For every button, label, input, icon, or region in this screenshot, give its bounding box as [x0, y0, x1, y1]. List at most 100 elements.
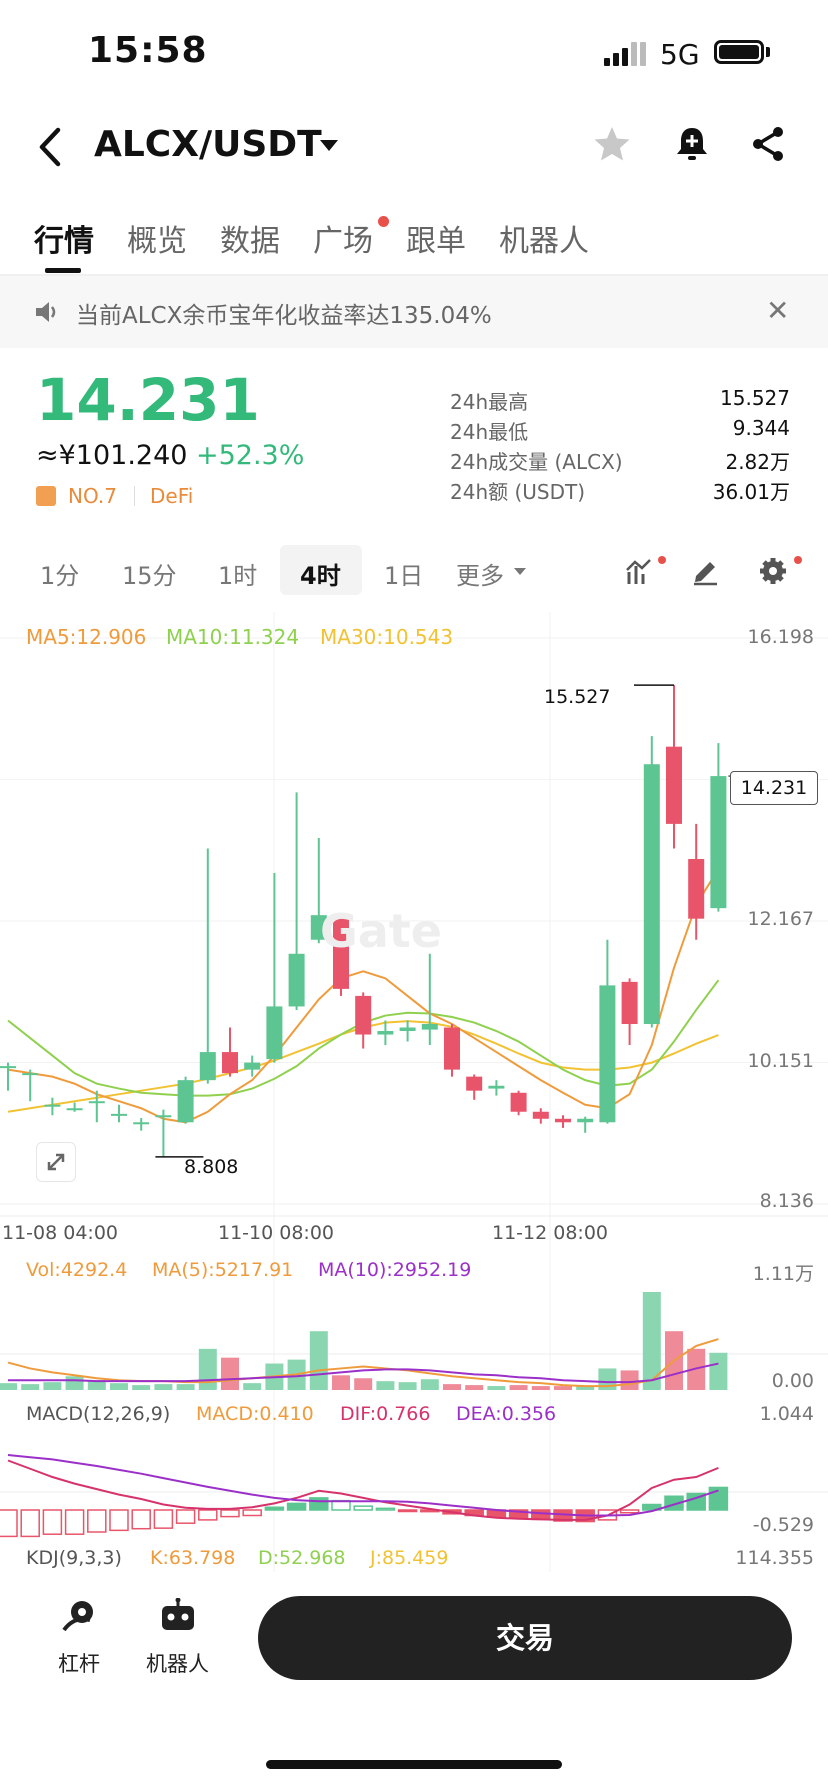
macd-legend: MACD(12,26,9): [26, 1403, 171, 1425]
interval-active-bg: [280, 545, 362, 595]
stat-label-turnover: 24h额 (USDT): [450, 480, 586, 504]
macd-bar: [708, 1486, 729, 1511]
macd-bar: [42, 1509, 63, 1535]
macd-bar: [131, 1509, 151, 1530]
cny-price: ≈¥101.240: [36, 440, 188, 471]
divider: [134, 486, 135, 506]
volume-bar: [0, 1383, 17, 1390]
kdj-legend: KDJ(9,3,3): [26, 1547, 122, 1569]
volume-bar: [709, 1352, 728, 1390]
interval-4h[interactable]: 4时: [300, 562, 341, 590]
candle: [688, 859, 705, 919]
robot-label[interactable]: 机器人: [146, 1652, 209, 1676]
volume-bar: [509, 1385, 528, 1390]
interval-1h[interactable]: 1时: [218, 562, 258, 590]
macd-bar: [264, 1506, 285, 1511]
pair-title[interactable]: ALCX/USDT: [94, 124, 322, 165]
candle: [444, 1027, 460, 1070]
stat-label-low: 24h最低: [450, 420, 529, 444]
macd-axis-max: 1.044: [759, 1403, 814, 1425]
robot-icon[interactable]: [158, 1598, 198, 1634]
stat-value-low: 9.344: [732, 416, 790, 440]
macd-bar: [64, 1509, 85, 1535]
interval-15m[interactable]: 15分: [122, 562, 177, 590]
leverage-label[interactable]: 杠杆: [58, 1652, 100, 1676]
battery-tip: [766, 47, 770, 57]
tab-overview[interactable]: 概览: [127, 224, 187, 259]
category-tag[interactable]: DeFi: [150, 484, 194, 508]
volume-bar: [443, 1384, 461, 1390]
caret-down-icon[interactable]: [514, 568, 526, 575]
candle: [222, 1052, 238, 1074]
volume-bar: [65, 1376, 84, 1390]
candle: [421, 1023, 438, 1030]
tab-market[interactable]: 行情: [34, 224, 94, 259]
indicator-icon[interactable]: [624, 556, 654, 586]
leverage-icon[interactable]: [60, 1598, 100, 1634]
stat-label-volume: 24h成交量 (ALCX): [450, 450, 623, 474]
notice-bar[interactable]: [0, 276, 828, 348]
ma30-legend: MA30:10.543: [320, 625, 454, 649]
low-price-label: 8.808: [184, 1156, 239, 1178]
volume-bar: [487, 1386, 506, 1390]
interval-more[interactable]: 更多: [456, 562, 504, 590]
macd-bar: [198, 1509, 218, 1521]
bell-icon[interactable]: [672, 124, 712, 164]
volume-bar: [198, 1348, 217, 1390]
interval-1d[interactable]: 1日: [384, 562, 424, 590]
vol-ma5-legend: MA(5):5217.91: [152, 1259, 294, 1281]
star-icon[interactable]: [592, 124, 632, 164]
macd-bar: [87, 1509, 107, 1533]
candle: [22, 1073, 39, 1076]
macd-axis-min: -0.529: [752, 1514, 814, 1536]
candle: [333, 918, 349, 989]
tabs-divider: [0, 274, 828, 276]
signal-icon: [604, 42, 646, 66]
y-axis-label: 16.198: [747, 626, 814, 648]
tab-copy-trading[interactable]: 跟单: [406, 224, 466, 259]
interval-1m[interactable]: 1分: [40, 562, 80, 590]
stat-value-volume: 2.82万: [725, 450, 790, 474]
volume-bar: [154, 1384, 173, 1390]
home-indicator: [266, 1760, 562, 1769]
share-icon[interactable]: [748, 124, 788, 164]
vol-ma10-legend: MA(10):2952.19: [318, 1259, 472, 1281]
expand-icon[interactable]: [36, 1142, 76, 1182]
close-icon[interactable]: ✕: [766, 294, 790, 327]
kline-chart[interactable]: [0, 612, 828, 1578]
status-time: 15:58: [88, 30, 208, 71]
candle: [577, 1118, 594, 1123]
volume-bar: [132, 1385, 151, 1390]
kdj-k: K:63.798: [150, 1547, 236, 1569]
ma10-legend: MA10:11.324: [166, 625, 300, 649]
dif-value: DIF:0.766: [340, 1403, 431, 1425]
gear-icon[interactable]: [758, 556, 788, 586]
back-icon[interactable]: [34, 124, 66, 170]
candle: [377, 1031, 394, 1035]
notification-dot: [378, 216, 389, 227]
tab-data[interactable]: 数据: [220, 224, 280, 259]
stat-label-high: 24h最高: [450, 390, 529, 414]
x-axis-label: 11-12 08:00: [492, 1222, 609, 1244]
volume-bar: [465, 1385, 484, 1390]
draw-icon[interactable]: [690, 556, 720, 586]
rank-badge[interactable]: NO.7: [68, 484, 117, 508]
volume-bar: [21, 1384, 40, 1390]
volume-bar: [376, 1381, 395, 1390]
tab-square[interactable]: 广场: [313, 224, 373, 259]
volume-bar: [87, 1380, 106, 1390]
candle: [177, 1080, 194, 1123]
watermark: Gate: [320, 904, 442, 958]
macd-bar: [531, 1509, 551, 1521]
volume-bar: [531, 1386, 550, 1390]
candle: [532, 1111, 549, 1119]
caret-down-icon[interactable]: [320, 140, 338, 151]
tab-bots[interactable]: 机器人: [499, 224, 589, 259]
volume-ma10-line: [8, 1362, 719, 1384]
trade-button[interactable]: 交易: [258, 1596, 792, 1680]
notice-text[interactable]: 当前ALCX余币宝年化收益率达135.04%: [76, 303, 492, 329]
macd-bar: [642, 1503, 662, 1511]
candle: [66, 1108, 83, 1111]
macd-bar: [220, 1509, 240, 1518]
last-price-tag: 14.231: [730, 771, 818, 805]
